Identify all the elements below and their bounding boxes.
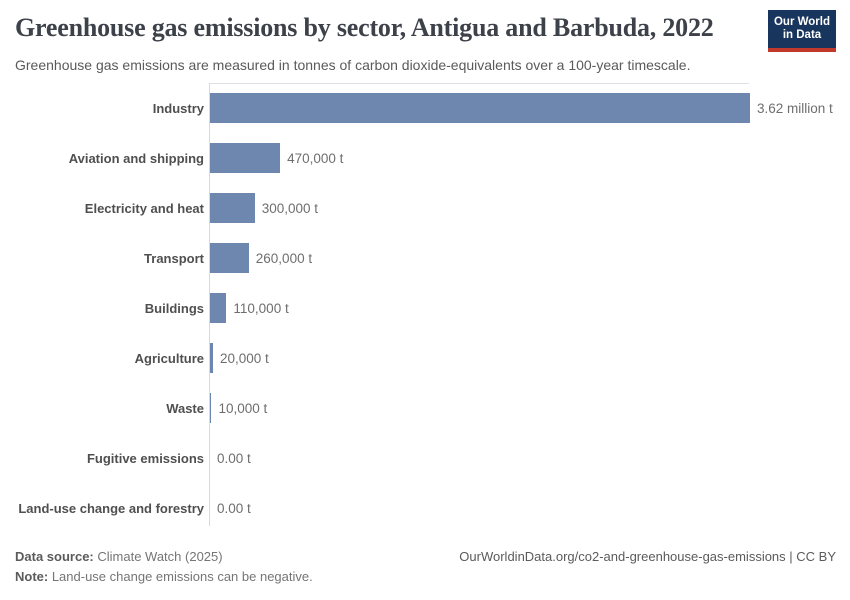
- category-label: Transport: [144, 250, 204, 266]
- value-label: 0.00 t: [217, 450, 251, 466]
- footer-link[interactable]: OurWorldinData.org/co2-and-greenhouse-ga…: [459, 549, 836, 564]
- note-label: Note:: [15, 569, 49, 584]
- bar[interactable]: [210, 143, 281, 173]
- bar-row: Waste 10,000 t: [0, 383, 850, 433]
- category-label: Buildings: [144, 300, 204, 316]
- x-axis-top-line: [209, 83, 749, 84]
- note-value: Land-use change emissions can be negativ…: [48, 569, 313, 584]
- bar[interactable]: [210, 193, 255, 223]
- value-label: 470,000 t: [287, 150, 344, 166]
- bar[interactable]: [210, 93, 750, 123]
- bar[interactable]: [210, 343, 213, 373]
- value-label: 0.00 t: [217, 500, 251, 516]
- value-label: 20,000 t: [219, 350, 269, 366]
- owid-logo-line2: in Data: [782, 29, 822, 41]
- note-line: Note: Land-use change emissions can be n…: [15, 567, 313, 587]
- bar-row: Buildings 110,000 t: [0, 283, 850, 333]
- category-label: Waste: [166, 400, 204, 416]
- bar[interactable]: [210, 243, 249, 273]
- bar-row: Land-use change and forestry 0.00 t: [0, 483, 850, 533]
- bar-rows: Industry 3.62 million t Aviation and shi…: [0, 83, 850, 533]
- data-source-label: Data source:: [15, 549, 94, 564]
- category-label: Land-use change and forestry: [18, 500, 204, 516]
- value-label: 260,000 t: [255, 250, 313, 266]
- bar[interactable]: [210, 293, 227, 323]
- category-label: Industry: [152, 100, 204, 116]
- footer-source-note: Data source: Climate Watch (2025) Note: …: [15, 547, 313, 587]
- owid-logo[interactable]: Our World in Data: [768, 10, 836, 52]
- value-label: 3.62 million t: [757, 100, 833, 116]
- bar-chart: Industry 3.62 million t Aviation and shi…: [0, 83, 850, 533]
- bar-row: Fugitive emissions 0.00 t: [0, 433, 850, 483]
- bar-row: Electricity and heat 300,000 t: [0, 183, 850, 233]
- bar-row: Transport 260,000 t: [0, 233, 850, 283]
- value-label: 300,000 t: [261, 200, 319, 216]
- category-label: Electricity and heat: [84, 200, 204, 216]
- value-label: 10,000 t: [218, 400, 268, 416]
- data-source-line[interactable]: Data source: Climate Watch (2025): [15, 547, 313, 567]
- bar-row: Aviation and shipping 470,000 t: [0, 133, 850, 183]
- page-title: Greenhouse gas emissions by sector, Anti…: [15, 13, 714, 42]
- category-label: Agriculture: [134, 350, 204, 366]
- category-label: Fugitive emissions: [86, 450, 204, 466]
- data-source-value: Climate Watch (2025): [93, 549, 223, 564]
- page-subtitle: Greenhouse gas emissions are measured in…: [15, 57, 691, 73]
- bar-row: Agriculture 20,000 t: [0, 333, 850, 383]
- y-axis-line: [209, 83, 210, 526]
- value-label: 110,000 t: [233, 300, 289, 316]
- category-label: Aviation and shipping: [68, 150, 204, 166]
- bar[interactable]: [210, 393, 212, 423]
- owid-logo-line1: Our World: [773, 16, 830, 28]
- bar-row: Industry 3.62 million t: [0, 83, 850, 133]
